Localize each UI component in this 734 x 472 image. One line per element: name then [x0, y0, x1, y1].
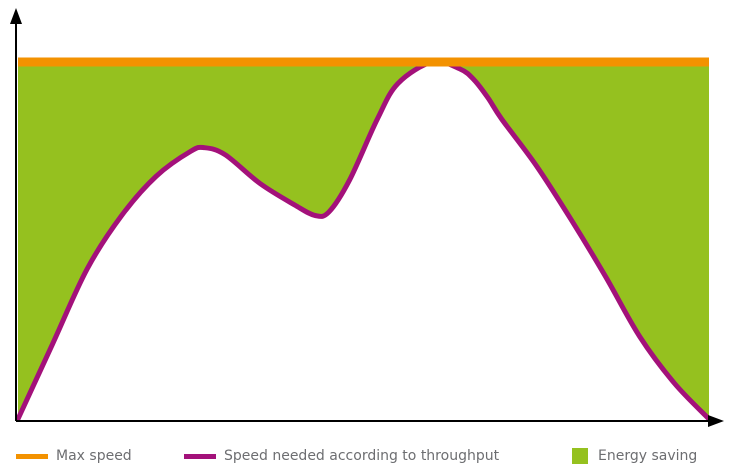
- legend-item-energy-saving: Energy saving: [572, 448, 697, 464]
- legend-label-energy-saving: Energy saving: [598, 448, 698, 464]
- legend-item-speed-needed: Speed needed according to throughput: [184, 448, 499, 464]
- legend-label-max-speed: Max speed: [56, 448, 132, 464]
- y-axis-arrow: [10, 8, 22, 24]
- legend-swatch-max-speed: [16, 453, 48, 459]
- legend-item-max-speed: Max speed: [16, 448, 132, 464]
- chart-plot: [10, 8, 724, 427]
- legend-swatch-energy-saving: [572, 448, 588, 464]
- chart-legend: Max speed Speed needed according to thro…: [0, 448, 734, 470]
- x-axis-arrow: [708, 415, 724, 427]
- area-under-speed-curve: [18, 61, 709, 420]
- legend-label-speed-needed: Speed needed according to throughput: [224, 448, 500, 464]
- speed-needed-line: [15, 59, 712, 422]
- legend-swatch-speed-needed: [184, 453, 216, 459]
